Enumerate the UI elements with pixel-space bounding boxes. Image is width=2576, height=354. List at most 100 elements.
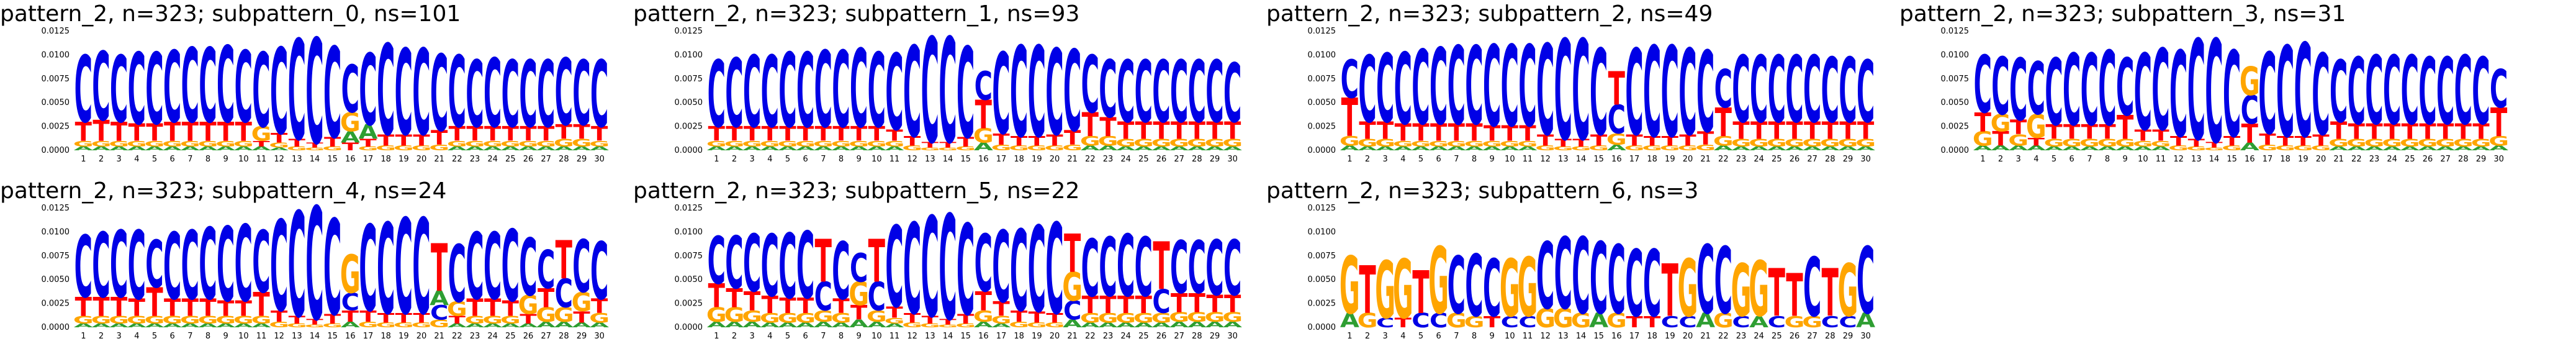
x-tick-label: 24: [1754, 155, 1764, 164]
logo-letter-C: C: [572, 227, 590, 310]
logo-letter-T: T: [797, 294, 814, 318]
logo-letter-G: G: [1588, 144, 1609, 152]
logo-letter-T: T: [2419, 120, 2436, 144]
logo-letter-A: A: [501, 145, 521, 152]
logo-letter-C: C: [796, 32, 814, 151]
logo-letter-C: C: [2098, 30, 2116, 149]
logo-panel-5: pattern_2, n=323; subpattern_5, ns=22 0.…: [633, 177, 1254, 354]
logo-letter-G: G: [2346, 137, 2367, 149]
logo-letter-G: G: [73, 314, 94, 326]
logo-letter-T: T: [359, 307, 377, 325]
logo-letter-T: T: [2099, 121, 2116, 144]
x-tick-label: 21: [1067, 332, 1078, 341]
logo-letter-G: G: [1660, 144, 1680, 152]
logo-letter-G: G: [2186, 145, 2207, 152]
logo-letter-G: G: [287, 322, 307, 329]
logo-letter-T: T: [502, 123, 520, 146]
logo-letter-C: C: [128, 212, 146, 321]
logo-letter-C: C: [519, 42, 537, 148]
logo-letter-G: G: [1855, 137, 1876, 149]
x-tick-label: 17: [1629, 155, 1640, 164]
x-tick-label: 20: [417, 155, 427, 164]
y-tick-label: 0.0025: [675, 122, 703, 132]
logo-letter-G: G: [1375, 246, 1395, 337]
logo-letter-A: A: [252, 322, 272, 329]
logo-letter-T: T: [2081, 121, 2099, 144]
logo-letter-T: T: [1224, 291, 1241, 318]
logo-letter-T: T: [1786, 118, 1803, 145]
logo-letter-C: C: [217, 24, 235, 147]
logo-letter-C: C: [2187, 12, 2205, 171]
logo-letter-G: G: [1713, 309, 1734, 332]
logo-letter-A: A: [2062, 145, 2082, 152]
panel-title: pattern_2, n=323; subpattern_0, ns=101: [0, 1, 461, 27]
x-tick-label: 6: [803, 155, 808, 164]
logo-letter-G: G: [2311, 144, 2331, 152]
logo-letter-A: A: [1223, 320, 1242, 330]
logo-letter-C: C: [1448, 241, 1466, 332]
x-tick-label: 27: [1174, 155, 1184, 164]
logo-letter-C: C: [885, 32, 903, 154]
logo-letter-T: T: [2223, 134, 2241, 149]
logo-letter-C: C: [1803, 38, 1821, 144]
x-tick-label: 12: [907, 155, 917, 164]
logo-letter-C: C: [1696, 29, 1714, 158]
x-tick-label: 28: [2458, 155, 2469, 164]
logo-letter-G: G: [1080, 134, 1101, 149]
logo-letter-T: T: [1448, 120, 1466, 147]
y-tick-label: 0.0125: [1308, 27, 1336, 36]
logo-letter-G: G: [902, 144, 922, 152]
logo-letter-G: G: [215, 139, 236, 148]
logo-letter-A: A: [1134, 145, 1154, 152]
y-tick-label: 0.0000: [1308, 323, 1336, 332]
logo-letter-G: G: [1009, 320, 1029, 330]
logo-letter-A: A: [1376, 145, 1395, 152]
logo-letter-T: T: [939, 317, 957, 327]
logo-letter-G: G: [973, 307, 994, 325]
logo-letter-T: T: [110, 117, 127, 147]
x-tick-label: 12: [274, 155, 284, 164]
logo-letter-G: G: [1802, 313, 1822, 331]
logo-letter-C: C: [708, 223, 726, 299]
logo-letter-T: T: [306, 317, 323, 327]
logo-letter-T: T: [1011, 134, 1028, 149]
y-tick-label: 0.0050: [1308, 275, 1336, 284]
x-tick-label: 19: [1032, 155, 1042, 164]
x-tick-label: 4: [134, 332, 139, 341]
x-tick-label: 8: [1472, 332, 1477, 341]
logo-letter-T: T: [744, 286, 760, 316]
logo-letter-T: T: [762, 292, 779, 319]
x-tick-label: 23: [2369, 155, 2380, 164]
x-tick-label: 26: [2423, 155, 2433, 164]
logo-letter-G: G: [2061, 137, 2082, 149]
logo-letter-A: A: [2133, 145, 2153, 152]
logo-letter-C: C: [1376, 315, 1394, 330]
x-tick-label: 13: [2191, 155, 2202, 164]
logo-letter-C: C: [868, 275, 886, 320]
logo-letter-T: T: [2455, 120, 2472, 144]
y-tick-label: 0.0100: [1308, 50, 1336, 60]
logo-letter-C: C: [235, 203, 253, 325]
logo-letter-T: T: [449, 123, 466, 146]
logo-letter-C: C: [323, 22, 341, 167]
logo-letter-G: G: [2222, 144, 2242, 152]
logo-letter-G: G: [1553, 145, 1574, 152]
logo-letter-T: T: [922, 140, 939, 150]
logo-letter-G: G: [518, 139, 539, 148]
logo-letter-C: C: [2418, 40, 2436, 146]
logo-letter-T: T: [75, 117, 92, 147]
logo-letter-T: T: [413, 311, 430, 326]
logo-letter-T: T: [1484, 122, 1501, 146]
x-tick-label: 4: [767, 332, 772, 341]
logo-letter-C: C: [2294, 18, 2312, 167]
logo-panel-6: pattern_2, n=323; subpattern_6, ns=3 0.0…: [1266, 177, 1887, 354]
logo-letter-T: T: [957, 311, 975, 327]
x-tick-label: 5: [152, 155, 157, 164]
logo-letter-A: A: [992, 322, 1012, 329]
logo-letter-C: C: [885, 204, 903, 333]
logo-letter-C: C: [1376, 35, 1394, 144]
x-tick-label: 10: [1505, 332, 1515, 341]
x-tick-label: 22: [1085, 155, 1096, 164]
logo-letter-C: C: [850, 27, 868, 152]
